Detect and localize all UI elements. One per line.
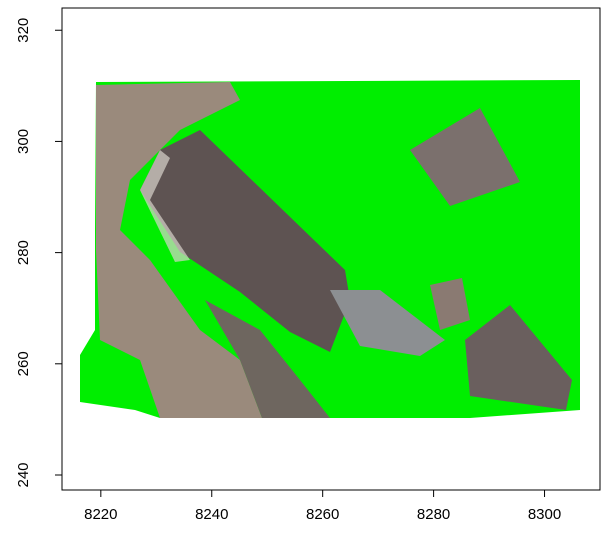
y-tick-label: 280 bbox=[15, 240, 32, 265]
y-tick-label: 320 bbox=[15, 18, 32, 43]
chart: 8220 8240 8260 8280 8300 240 260 280 300 320 bbox=[0, 0, 610, 538]
y-tick-label: 300 bbox=[15, 129, 32, 154]
x-tick-label: 8260 bbox=[306, 506, 339, 523]
x-tick-label: 8220 bbox=[84, 506, 117, 523]
x-tick-label: 8240 bbox=[195, 506, 228, 523]
x-tick-label: 8300 bbox=[528, 506, 561, 523]
y-tick-label: 240 bbox=[15, 462, 32, 487]
y-tick-label: 260 bbox=[15, 351, 32, 376]
x-tick-label: 8280 bbox=[417, 506, 450, 523]
raster-image bbox=[80, 80, 580, 418]
page: 82208240826082808300240260280300320 (() … bbox=[0, 0, 610, 538]
